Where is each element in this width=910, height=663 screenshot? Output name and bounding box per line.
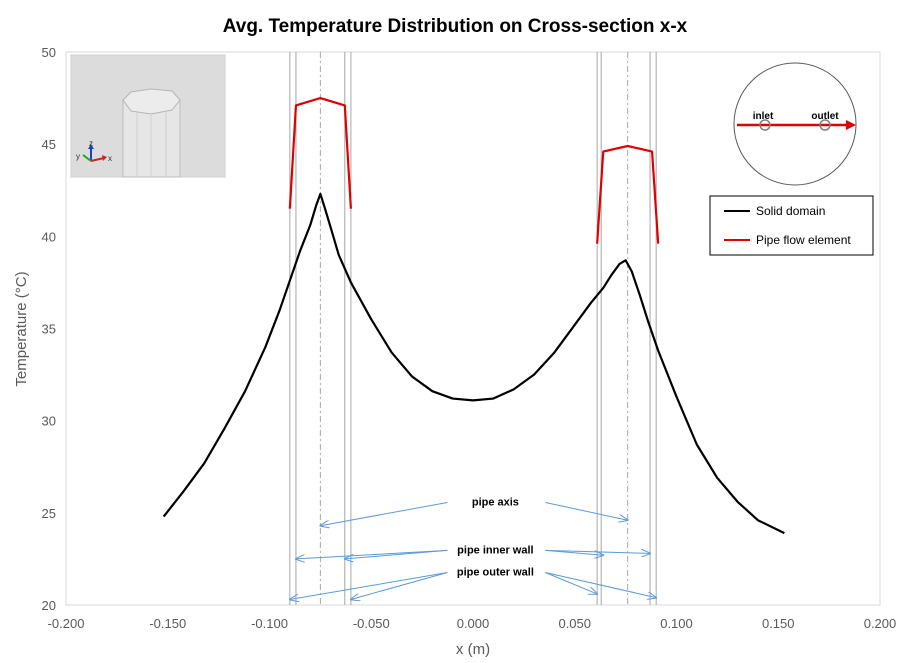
annotation-arrow [351,572,448,600]
series-layer [162,96,785,535]
series-line-solid-domain [162,192,785,535]
axis-z-label: z [89,139,93,148]
y-tick-label: 25 [42,506,56,521]
legend-box [709,195,874,256]
y-axis-ticks: 20 25 30 35 40 45 50 [42,45,56,613]
x-tick-label: 0.150 [762,616,795,631]
legend-label-pipe: Pipe flow element [756,233,851,247]
annotation-arrow [296,549,448,559]
inlet-label: inlet [753,111,774,122]
inlet-circle [759,119,771,131]
axis-y-label: y [76,152,80,161]
outlet-circle [819,119,831,131]
annotation-arrow [545,572,597,594]
y-tick-label: 30 [42,414,56,429]
x-tick-label: 0.100 [660,616,693,631]
y-tick-label: 20 [42,598,56,613]
axis-x-label: x [108,154,112,163]
x-tick-label: 0.000 [457,616,490,631]
y-tick-label: 35 [42,322,56,337]
y-tick-label: 40 [42,229,56,244]
legend-label-solid: Solid domain [756,204,825,218]
x-tick-label: -0.200 [48,616,85,631]
series-line-pipe-flow-element [288,96,352,209]
series-line-pipe-flow-element [596,144,660,244]
x-tick-label: 0.200 [864,616,897,631]
annotations-layer: pipe axis pipe inner wall pipe outer wall [290,496,656,599]
x-axis-ticks: -0.200 -0.150 -0.100 -0.050 0.000 0.050 0.100 0… [48,616,897,631]
annotation-label: pipe outer wall [457,567,534,579]
annotation-label: pipe axis [472,496,519,508]
x-tick-label: -0.100 [251,616,288,631]
x-axis-label: x (m) [456,641,490,658]
legend: Solid domain Pipe flow element [709,195,874,256]
pipe-3d-top [122,88,181,115]
pipe-wall-lines [289,52,657,605]
annotation-arrow [545,549,603,555]
y-tick-label: 50 [42,45,56,60]
annotation-arrow [545,501,627,520]
inset-3d-view: z x y [70,54,226,178]
annotation-label: pipe inner wall [457,544,533,556]
x-tick-label: -0.150 [149,616,186,631]
chart-title: Avg. Temperature Distribution on Cross-s… [223,16,688,37]
axis-triad-icon: z x y [76,139,112,163]
x-tick-label: -0.050 [353,616,390,631]
flow-arrow-head [846,120,856,130]
y-axis-label: Temperature (°C) [13,271,30,386]
annotation-arrow [345,549,448,559]
annotation-arrow [290,572,448,600]
annotation-arrow [320,501,448,525]
inset-cross-section: inlet outlet [733,62,857,186]
y-tick-label: 45 [42,137,56,152]
annotation-arrow [545,572,656,598]
outlet-label: outlet [811,111,839,122]
annotation-arrow [545,550,650,553]
x-tick-label: 0.050 [558,616,591,631]
